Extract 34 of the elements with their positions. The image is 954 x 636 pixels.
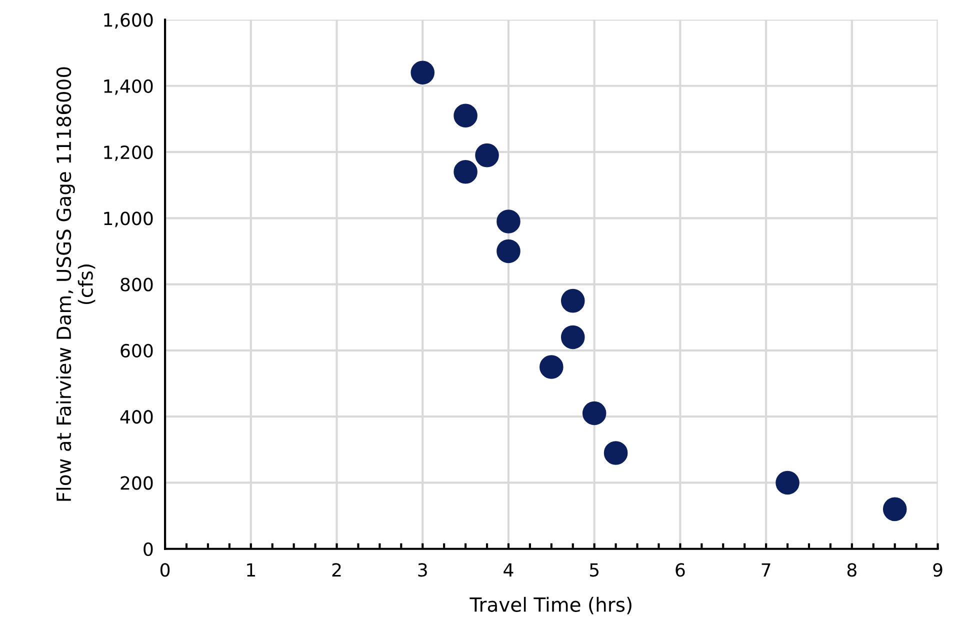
point (560, 325, 585, 350)
x-tick-label: 8 (847, 563, 856, 577)
point (582, 401, 606, 426)
x-tick-label: 0 (160, 563, 170, 577)
x-tick-label: 2 (332, 563, 341, 576)
point (454, 160, 478, 184)
y-tick-label: 1,400 (104, 79, 153, 95)
x-tick-label: 1 (247, 563, 255, 576)
point (475, 143, 499, 168)
x-axis-title: Travel Time (hrs) (470, 596, 632, 614)
y-tick-label: 0 (144, 542, 153, 556)
y-tick-label: 200 (120, 476, 153, 490)
y-tick-label: 1,000 (104, 212, 153, 228)
x-tick-label: 7 (762, 563, 770, 576)
point (560, 288, 585, 313)
x-tick-label: 4 (504, 563, 514, 576)
point (410, 60, 435, 85)
y-tick-label: 1,200 (104, 145, 153, 161)
x-tick-label: 3 (418, 563, 427, 577)
point (540, 355, 564, 379)
y-axis-title: Flow at Fairview Dam, USGS Gage 11186000 (cfs) (56, 67, 96, 501)
x-tick-label: 9 (933, 563, 942, 577)
x-tick-label: 5 (590, 563, 599, 577)
point (496, 239, 520, 264)
y-tick-label: 1,600 (104, 13, 153, 29)
point (496, 210, 520, 234)
x-tick-label: 6 (676, 563, 685, 577)
point (604, 441, 628, 465)
y-tick-label: 800 (120, 278, 153, 292)
y-tick-label: 600 (120, 344, 153, 358)
point (454, 104, 478, 128)
point (776, 470, 800, 495)
point (882, 497, 907, 522)
y-tick-label: 400 (120, 410, 153, 424)
